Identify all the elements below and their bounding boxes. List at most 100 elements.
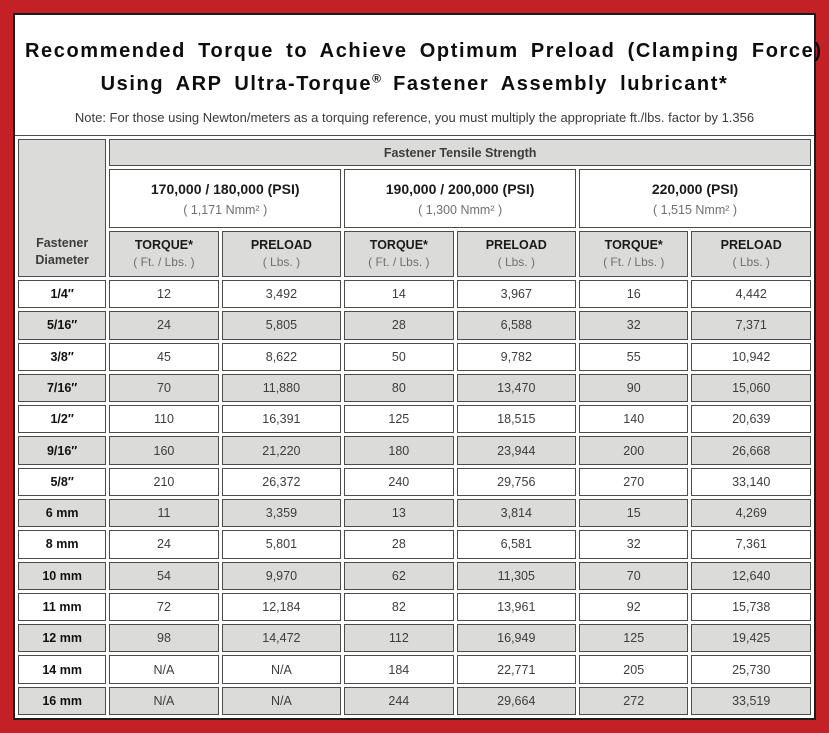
preload-value-cell: N/A (221, 655, 342, 684)
torque-value-cell: 82 (344, 592, 454, 622)
table-row: 8 mm 24 5,801 28 6,581 32 7,361 (18, 530, 811, 559)
torque-value-cell: 15 (579, 498, 689, 528)
torque-value-cell: 13 (344, 498, 454, 528)
preload-column-header: PRELOAD ( Lbs. ) (221, 230, 342, 277)
preload-value-cell: 3,967 (456, 279, 577, 309)
torque-value-cell: 125 (579, 624, 689, 653)
table-row: 10 mm 54 9,970 62 11,305 70 12,640 (18, 561, 811, 590)
preload-value-cell: 22,771 (456, 655, 577, 684)
preload-units-label: ( Lbs. ) (262, 255, 301, 270)
preload-units-label: ( Lbs. ) (732, 255, 770, 270)
preload-value-cell: 18,515 (456, 405, 577, 434)
diameter-cell: 7/16″ (18, 373, 107, 403)
torque-label: TORQUE* (134, 238, 194, 253)
torque-value-cell: 70 (579, 561, 689, 590)
title-line-2-suffix: Fastener Assembly lubricant* (380, 73, 729, 95)
diameter-cell: 3/8″ (18, 342, 107, 371)
table-row: 16 mm N/A N/A 244 29,664 272 33,519 (18, 686, 811, 715)
table-row: 1/2″ 110 16,391 125 18,515 140 20,639 (18, 405, 811, 434)
conversion-note: Note: For those using Newton/meters as a… (74, 110, 755, 125)
preload-value-cell: 10,942 (691, 342, 811, 371)
preload-units-label: ( Lbs. ) (497, 255, 535, 270)
torque-units-label: ( Ft. / Lbs. ) (368, 255, 430, 270)
preload-value-cell: 6,581 (456, 530, 577, 559)
title-line-2: Using ARP Ultra-Torque® Fastener Assembl… (25, 68, 804, 101)
torque-value-cell: 11 (109, 498, 219, 528)
diameter-cell: 1/4″ (18, 279, 107, 309)
diameter-cell: 9/16″ (18, 436, 107, 465)
table-row: 14 mm N/A N/A 184 22,771 205 25,730 (18, 655, 811, 684)
torque-value-cell: 32 (579, 311, 689, 340)
torque-value-cell: N/A (109, 655, 219, 684)
registered-trademark-mark: ® (372, 71, 381, 86)
nmm-label: ( 1,171 Nmm² ) (183, 202, 268, 217)
preload-value-cell: 20,639 (691, 405, 811, 434)
preload-value-cell: 12,640 (691, 561, 811, 590)
preload-value-cell: 7,371 (691, 311, 811, 340)
torque-value-cell: 62 (344, 561, 454, 590)
table-row: 12 mm 98 14,472 112 16,949 125 19,425 (18, 624, 811, 653)
preload-value-cell: 13,470 (456, 373, 577, 403)
table-row: 6 mm 11 3,359 13 3,814 15 4,269 (18, 498, 811, 528)
torque-value-cell: 98 (109, 624, 219, 653)
preload-value-cell: 15,060 (691, 373, 811, 403)
torque-value-cell: 54 (109, 561, 219, 590)
psi-group-190-200: 190,000 / 200,000 (PSI) ( 1,300 Nmm² ) (344, 169, 577, 228)
preload-value-cell: 19,425 (691, 624, 811, 653)
preload-value-cell: 33,140 (691, 467, 811, 496)
torque-value-cell: 28 (344, 311, 454, 340)
torque-value-cell: 14 (344, 279, 454, 309)
preload-value-cell: 29,756 (456, 467, 577, 496)
torque-value-cell: 16 (579, 279, 689, 309)
preload-value-cell: 13,961 (456, 592, 577, 622)
diameter-cell: 10 mm (18, 561, 107, 590)
torque-value-cell: 72 (109, 592, 219, 622)
torque-column-header: TORQUE* ( Ft. / Lbs. ) (344, 230, 454, 277)
preload-value-cell: N/A (221, 686, 342, 715)
torque-value-cell: 24 (109, 311, 219, 340)
torque-value-cell: 92 (579, 592, 689, 622)
torque-value-cell: 110 (109, 405, 219, 434)
preload-value-cell: 3,492 (221, 279, 342, 309)
torque-value-cell: 70 (109, 373, 219, 403)
preload-value-cell: 26,372 (221, 467, 342, 496)
torque-value-cell: 90 (579, 373, 689, 403)
torque-value-cell: 270 (579, 467, 689, 496)
page-title: Recommended Torque to Achieve Optimum Pr… (15, 15, 821, 101)
torque-value-cell: 160 (109, 436, 219, 465)
table-row: 5/8″ 210 26,372 240 29,756 270 33,140 (18, 467, 811, 496)
torque-value-cell: 24 (109, 530, 219, 559)
preload-value-cell: 4,442 (691, 279, 811, 309)
preload-value-cell: 26,668 (691, 436, 811, 465)
preload-value-cell: 9,970 (221, 561, 342, 590)
psi-group-170-180: 170,000 / 180,000 (PSI) ( 1,171 Nmm² ) (109, 169, 342, 228)
torque-value-cell: 45 (109, 342, 219, 371)
torque-value-cell: 12 (109, 279, 219, 309)
preload-value-cell: 23,944 (456, 436, 577, 465)
torque-label: TORQUE* (369, 238, 428, 253)
diameter-cell: 16 mm (18, 686, 107, 715)
preload-value-cell: 29,664 (456, 686, 577, 715)
diameter-cell: 6 mm (18, 498, 107, 528)
content-panel: Recommended Torque to Achieve Optimum Pr… (13, 13, 821, 720)
torque-value-cell: 80 (344, 373, 454, 403)
preload-value-cell: 8,622 (221, 342, 342, 371)
torque-value-cell: 244 (344, 686, 454, 715)
table-row: 9/16″ 160 21,220 180 23,944 200 26,668 (18, 436, 811, 465)
nmm-label: ( 1,300 Nmm² ) (418, 202, 503, 217)
torque-column-header: TORQUE* ( Ft. / Lbs. ) (579, 230, 689, 277)
header-row-units: TORQUE* ( Ft. / Lbs. ) PRELOAD ( Lbs. ) … (18, 230, 811, 277)
torque-value-cell: 112 (344, 624, 454, 653)
preload-value-cell: 12,184 (221, 592, 342, 622)
diameter-cell: 12 mm (18, 624, 107, 653)
diameter-cell: 5/16″ (18, 311, 107, 340)
preload-value-cell: 11,880 (221, 373, 342, 403)
preload-value-cell: 21,220 (221, 436, 342, 465)
preload-label: PRELOAD (485, 238, 547, 253)
preload-column-header: PRELOAD ( Lbs. ) (691, 230, 811, 277)
torque-value-cell: 240 (344, 467, 454, 496)
torque-label: TORQUE* (604, 238, 663, 253)
preload-value-cell: 3,359 (221, 498, 342, 528)
table-row: 7/16″ 70 11,880 80 13,470 90 15,060 (18, 373, 811, 403)
